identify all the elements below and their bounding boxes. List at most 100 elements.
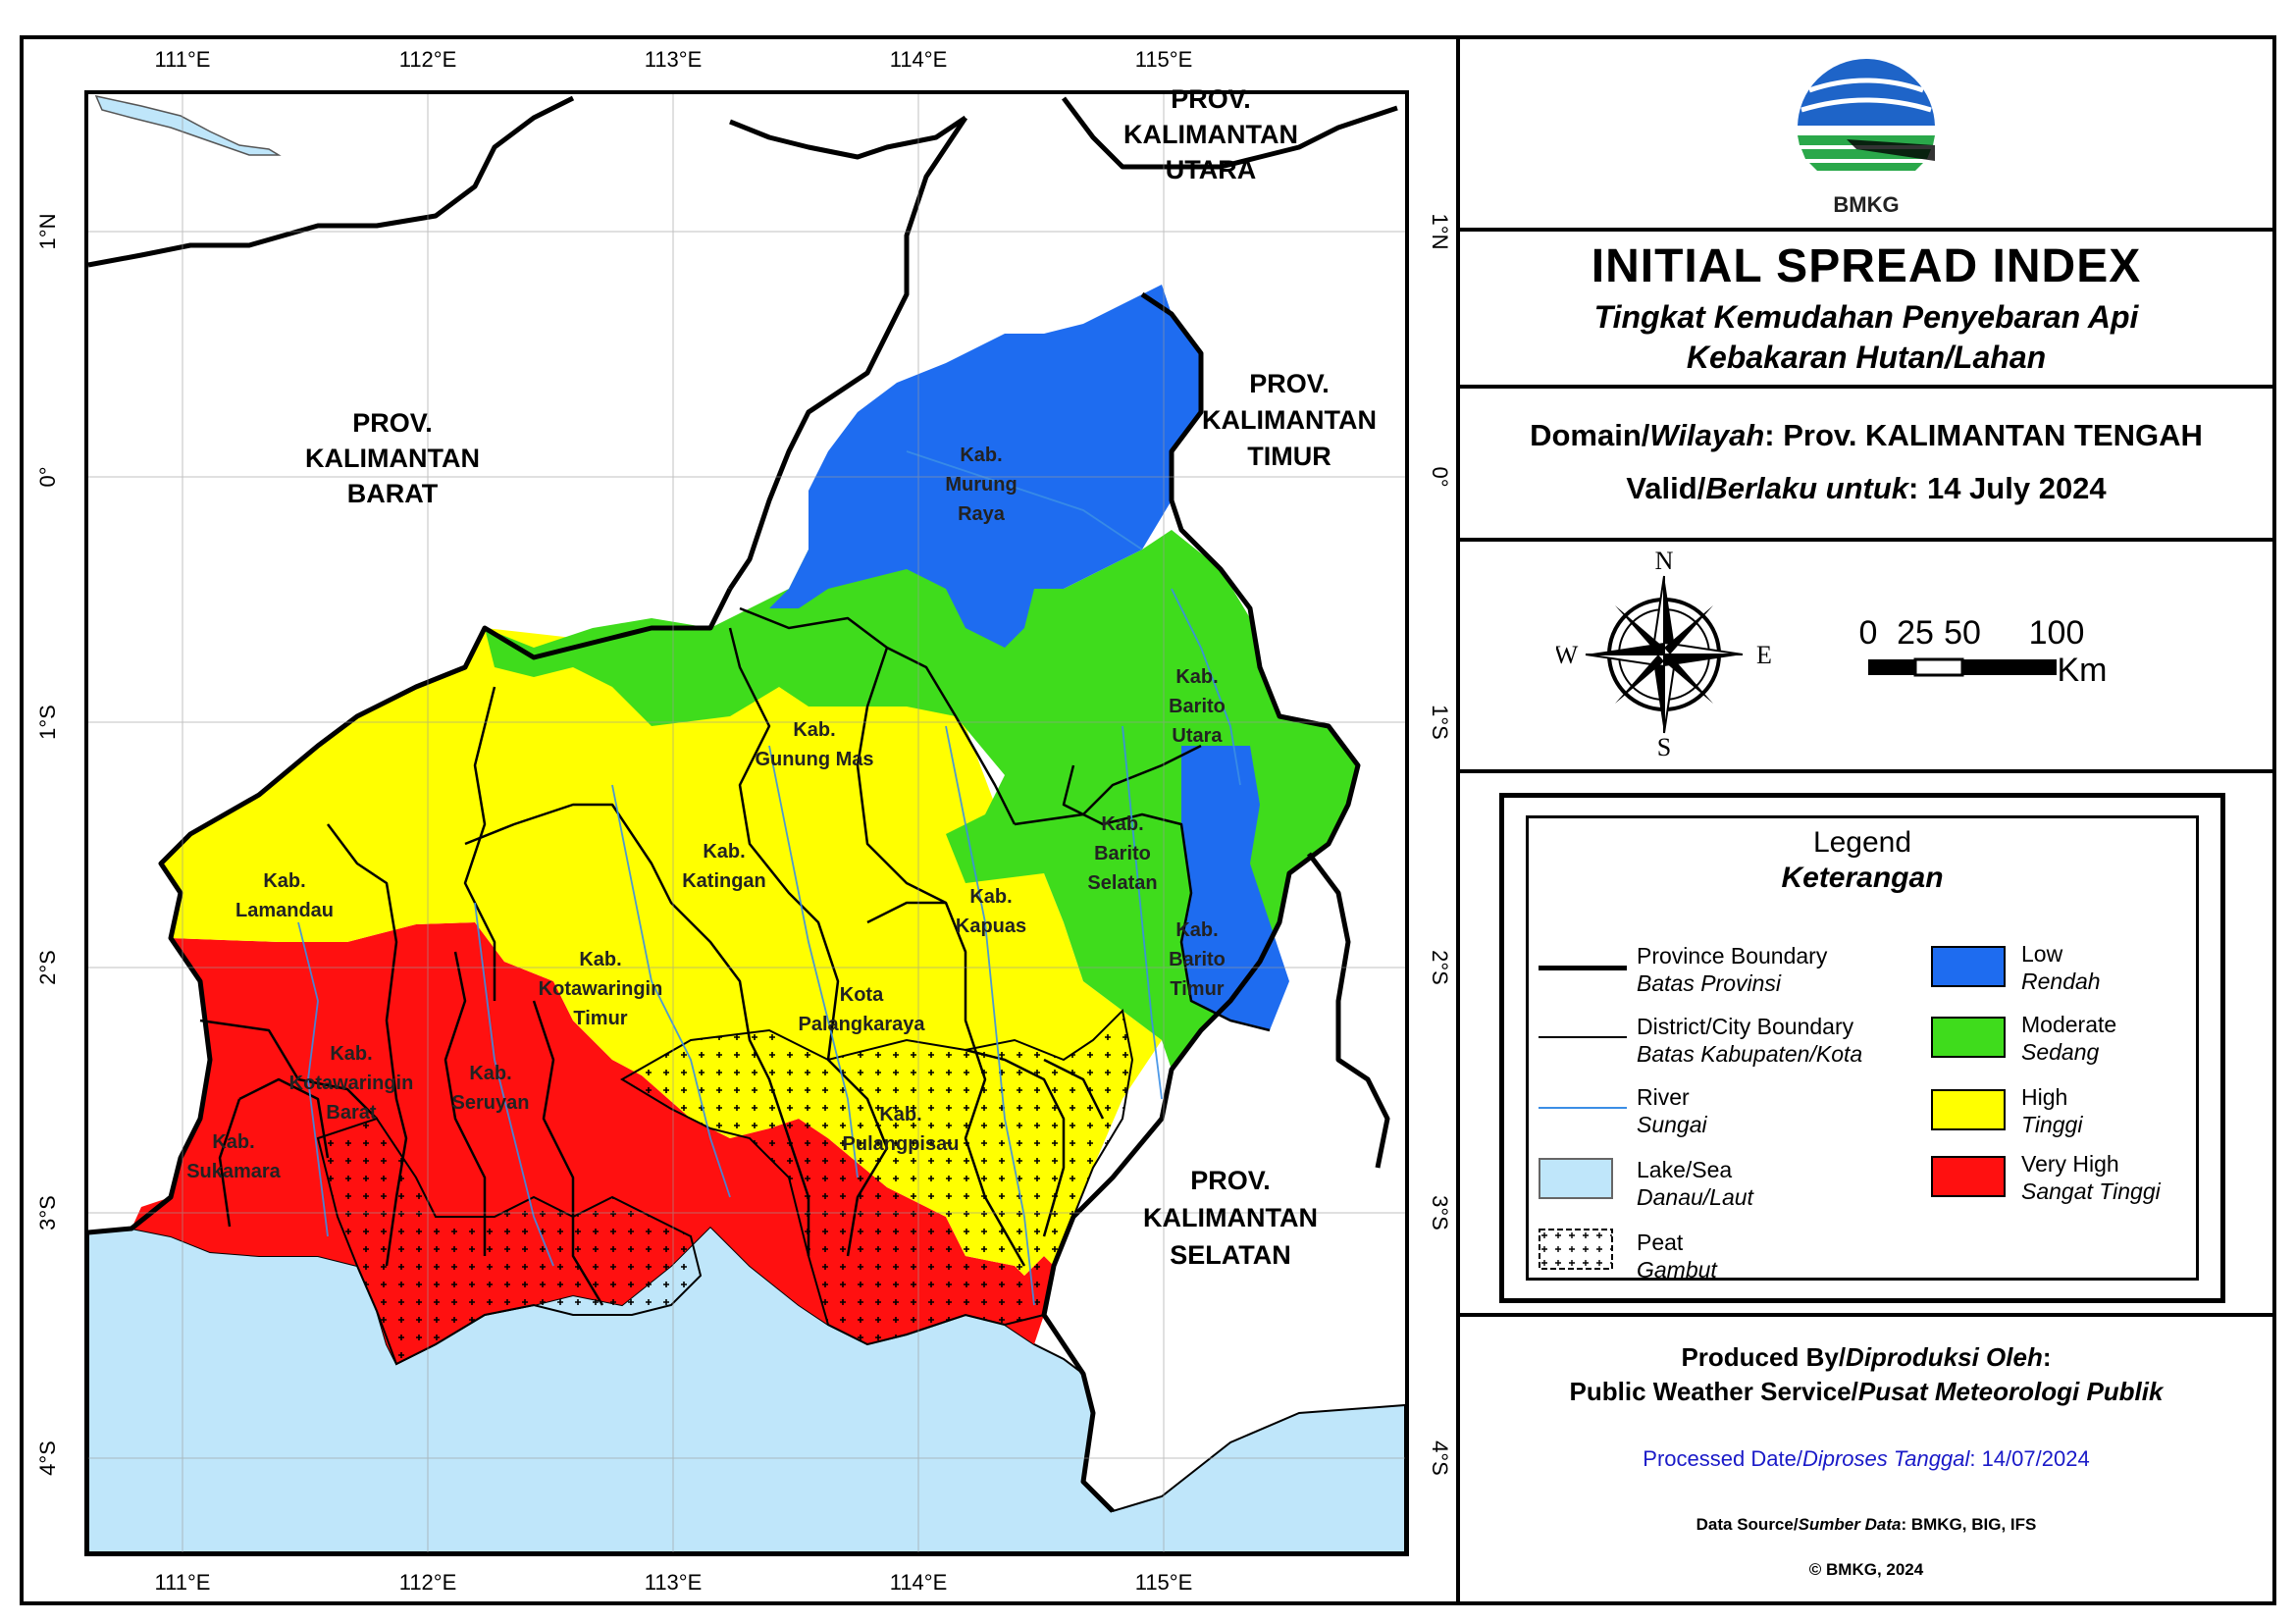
processed-id: Diproses Tanggal <box>1801 1446 1970 1471</box>
logo-section: BMKG <box>1460 39 2272 232</box>
map-frame <box>20 35 2276 1605</box>
district-label-palangkaraya: Kota Palangkaraya <box>799 984 926 1035</box>
lat-label-left-1s: 1°S <box>35 705 60 740</box>
peat-west <box>316 1117 703 1366</box>
legend-high-en: High <box>2021 1084 2068 1110</box>
service-id: Pusat Meteorologi Publik <box>1857 1377 2164 1406</box>
lat-label-left-2s: 2°S <box>35 950 60 985</box>
legend-district-line <box>1539 1036 1627 1038</box>
domain-label: Domain <box>1530 418 1642 452</box>
lon-label-bottom-115: 115°E <box>1135 1570 1193 1595</box>
compass-s: S <box>1657 733 1671 758</box>
map-canvas: 111°E 112°E 113°E 114°E 115°E 111°E 112°… <box>35 47 1452 1595</box>
district-label-seruyan: Kab. Seruyan <box>452 1063 530 1114</box>
lon-label-top-113: 113°E <box>645 47 703 72</box>
source-id: Sumber Data <box>1798 1515 1902 1534</box>
lat-label-left-3s: 3°S <box>35 1195 60 1230</box>
district-label-barito-utara: Kab. Barito Utara <box>1169 666 1226 747</box>
lon-label-bottom-113: 113°E <box>645 1570 703 1595</box>
district-label-kapuas: Kab. Kapuas <box>956 886 1026 937</box>
province-label-utara: PROV. KALIMANTAN UTARA <box>1123 84 1298 184</box>
legend-section: Legend Keterangan Province Boundary Bata… <box>1460 773 2272 1317</box>
logo-text: BMKG <box>1833 192 1900 217</box>
legend-moderate-id: Sedang <box>2021 1039 2100 1065</box>
rivers <box>297 450 1241 1306</box>
legend-lake-en: Lake/Sea <box>1637 1157 1733 1182</box>
legend-peat-swatch <box>1539 1229 1613 1270</box>
footer-section: Produced By/Diproduksi Oleh: Public Weat… <box>1460 1317 2272 1601</box>
district-label-kotawaringin-barat: Kab. Kotawaringin Barat <box>289 1043 414 1124</box>
legend-peat-id: Gambut <box>1637 1257 1717 1283</box>
legend-item-peat: Peat Gambut <box>1637 1229 1717 1283</box>
district-label-gunung-mas: Kab. Gunung Mas <box>755 719 873 770</box>
produced-by-id: Diproduksi Oleh <box>1846 1342 2043 1372</box>
lat-label-right-0: 0° <box>1428 466 1452 487</box>
scale-tick-100: 100 <box>2029 614 2085 652</box>
legend-item-district: District/City Boundary Batas Kabupaten/K… <box>1637 1013 1862 1068</box>
scale-bar: 0 25 50 100 Km <box>1859 614 2108 689</box>
legend-river-id: Sungai <box>1637 1112 1707 1137</box>
scale-tick-0: 0 <box>1859 614 1878 652</box>
source-en: Data Source/ <box>1696 1515 1799 1534</box>
domain-label-id: Wilayah <box>1649 418 1765 452</box>
produced-by: Produced By/Diproduksi Oleh: <box>1681 1342 2052 1372</box>
legend-lake-id: Danau/Laut <box>1637 1184 1753 1210</box>
processed-en: Processed Date/ <box>1643 1446 1802 1471</box>
legend-box: Legend Keterangan Province Boundary Bata… <box>1499 793 2225 1303</box>
valid-label-id: Berlaku untuk <box>1705 471 1909 505</box>
district-label-katingan: Kab. Katingan <box>682 841 766 892</box>
service-line: Public Weather Service/Pusat Meteorologi… <box>1460 1377 2272 1407</box>
legend-subtitle: Keterangan <box>1781 862 1944 894</box>
legend-very-high-swatch <box>1931 1156 2006 1197</box>
compass-n: N <box>1655 551 1674 575</box>
legend-item-province: Province Boundary Batas Provinsi <box>1637 942 1827 997</box>
compass-scale-section: N S W E 0 25 50 100 Km <box>1460 542 2272 773</box>
processed-value: : 14/07/2024 <box>1969 1446 2090 1471</box>
legend-low-en: Low <box>2021 941 2063 967</box>
lon-label-top-112: 112°E <box>399 47 457 72</box>
map-subtitle-line1: Tingkat Kemudahan Penyebaran Api <box>1593 299 2139 335</box>
lake <box>94 94 282 156</box>
north-arrow-icon: N S W E <box>1556 551 1772 758</box>
legend-moderate-en: Moderate <box>2021 1012 2117 1037</box>
lat-label-left-1n: 1°N <box>35 214 60 250</box>
legend-high-swatch <box>1931 1089 2006 1130</box>
lon-label-bottom-111: 111°E <box>155 1570 211 1595</box>
lon-label-top-115: 115°E <box>1135 47 1193 72</box>
province-label-selatan: PROV. KALIMANTAN SELATAN <box>1143 1166 1318 1270</box>
province-label-timur: PROV. KALIMANTAN TIMUR <box>1202 369 1377 471</box>
domain-value: : Prov. KALIMANTAN TENGAH <box>1764 418 2203 452</box>
processed-date: Processed Date/Diproses Tanggal: 14/07/2… <box>1460 1446 2272 1472</box>
district-label-lamandau: Kab. Lamandau <box>235 870 334 921</box>
copyright: © BMKG, 2024 <box>1808 1560 1924 1579</box>
legend-river-line <box>1539 1107 1627 1109</box>
title-section: INITIAL SPREAD INDEX Tingkat Kemudahan P… <box>1460 232 2272 389</box>
province-boundaries <box>87 95 1398 1513</box>
lat-label-left-0: 0° <box>35 466 60 487</box>
legend-inner: Legend Keterangan Province Boundary Bata… <box>1526 815 2199 1283</box>
legend-item-river: River Sungai <box>1637 1083 1707 1138</box>
valid-value: : 14 July 2024 <box>1908 471 2107 505</box>
legend-item-low: Low Rendah <box>2021 940 2101 995</box>
province-label-barat: PROV. KALIMANTAN BARAT <box>305 408 480 508</box>
zone-low <box>769 285 1201 648</box>
district-label-murung-raya: Kab. Murung Raya <box>945 445 1017 525</box>
district-label-barito-timur: Kab. Barito Timur <box>1169 919 1226 1000</box>
legend-item-very-high: Very High Sangat Tinggi <box>2021 1150 2161 1205</box>
valid-line: Valid/Berlaku untuk: 14 July 2024 <box>1626 471 2107 505</box>
compass-w: W <box>1556 641 1579 669</box>
map-subtitle-line2: Kebakaran Hutan/Lahan <box>1686 340 2047 375</box>
zone-moderate <box>485 530 1358 1070</box>
lon-label-top-114: 114°E <box>890 47 948 72</box>
domain-section: Domain/Wilayah: Prov. KALIMANTAN TENGAH … <box>1460 389 2272 542</box>
lat-label-right-3s: 3°S <box>1428 1195 1452 1230</box>
scale-tick-25: 25 <box>1897 614 1934 652</box>
domain-line: Domain/Wilayah: Prov. KALIMANTAN TENGAH <box>1530 418 2203 452</box>
lat-label-right-2s: 2°S <box>1428 950 1452 985</box>
lat-label-right-1n: 1°N <box>1428 214 1452 250</box>
district-label-barito-selatan: Kab. Barito Selatan <box>1087 813 1157 894</box>
data-source: Data Source/Sumber Data: BMKG, BIG, IFS <box>1460 1515 2272 1535</box>
legend-item-moderate: Moderate Sedang <box>2021 1011 2116 1066</box>
legend-low-swatch <box>1931 946 2006 987</box>
scale-unit: Km <box>2058 652 2108 689</box>
